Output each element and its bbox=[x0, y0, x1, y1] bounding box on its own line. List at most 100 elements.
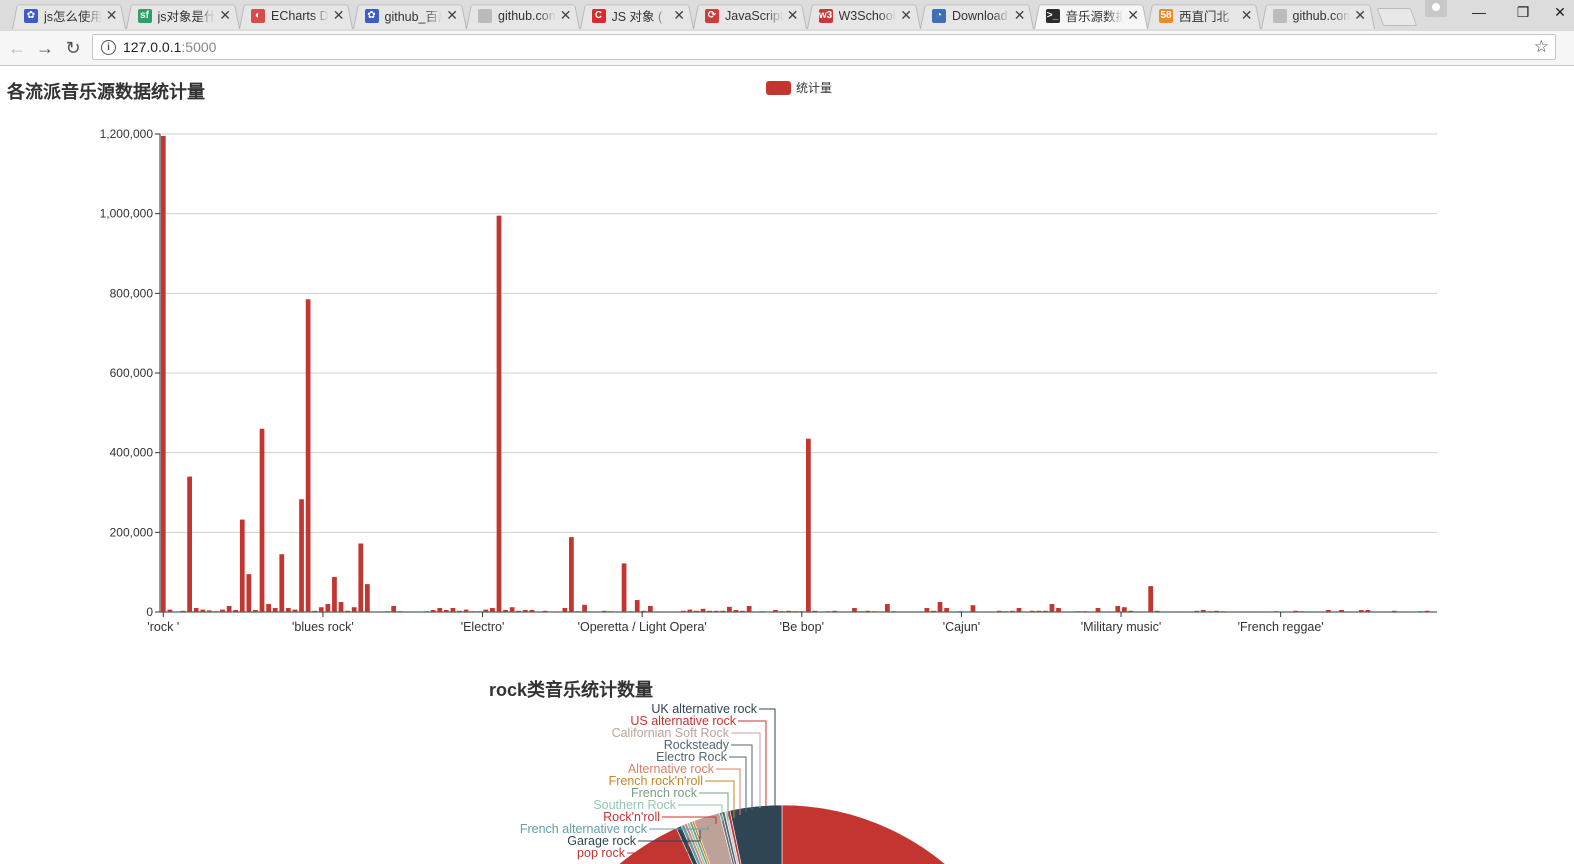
bar bbox=[707, 610, 713, 612]
bar bbox=[1036, 610, 1042, 612]
pie-label: pop rock bbox=[577, 846, 626, 860]
browser-tab[interactable]: C JS 对象 ( ✕ bbox=[580, 2, 694, 29]
minimize-button[interactable]: — bbox=[1472, 4, 1486, 20]
bar bbox=[720, 610, 726, 612]
tab-title: github.com bbox=[498, 8, 556, 23]
bar-chart-title: 各流派音乐源数据统计量 bbox=[7, 82, 205, 102]
restore-button[interactable]: ❐ bbox=[1516, 4, 1530, 20]
pie-label-line bbox=[638, 830, 701, 842]
browser-tab[interactable]: w3 W3School ✕ bbox=[807, 2, 921, 29]
browser-tab[interactable]: github.com ✕ bbox=[1261, 2, 1375, 29]
bar bbox=[799, 611, 805, 612]
browser-tab[interactable]: ✿ js怎么使用 ✕ bbox=[12, 2, 126, 29]
pie-label: US alternative rock bbox=[630, 714, 736, 728]
bar bbox=[601, 610, 607, 612]
bar bbox=[621, 563, 627, 612]
pie-label-line bbox=[759, 708, 776, 806]
profile-button[interactable] bbox=[1425, 0, 1447, 17]
back-button[interactable]: ← bbox=[8, 38, 26, 58]
bar bbox=[924, 608, 930, 612]
bar bbox=[351, 607, 357, 612]
forward-button[interactable]: → bbox=[36, 38, 54, 58]
bar bbox=[884, 604, 890, 612]
browser-tab[interactable]: 58 西直门北 ✕ bbox=[1147, 2, 1261, 29]
csdn-icon: C bbox=[591, 8, 606, 23]
address-bar[interactable]: i 127.0.0.1:5000 ☆ bbox=[92, 34, 1556, 60]
bar bbox=[759, 611, 765, 612]
bar-chart-legend[interactable]: 统计量 bbox=[766, 79, 832, 96]
x-tick-label: 'Military music' bbox=[1081, 620, 1161, 634]
tab-close-icon[interactable]: ✕ bbox=[105, 7, 118, 23]
tab-close-icon[interactable]: ✕ bbox=[219, 7, 231, 23]
bar bbox=[1418, 611, 1423, 612]
bar bbox=[1207, 611, 1213, 612]
tab-close-icon[interactable]: ✕ bbox=[673, 7, 685, 23]
bar bbox=[582, 604, 587, 612]
tab-close-icon[interactable]: ✕ bbox=[1354, 7, 1366, 23]
bar bbox=[806, 438, 811, 612]
tab-title: JS 对象 ( bbox=[611, 10, 663, 24]
tab-close-icon[interactable]: ✕ bbox=[900, 7, 912, 23]
tab-close-icon[interactable]: ✕ bbox=[1013, 7, 1026, 23]
pie-label-line bbox=[627, 838, 689, 854]
pie-label-line bbox=[729, 756, 747, 812]
bar bbox=[384, 611, 390, 612]
browser-tab[interactable]: >_ 音乐源数据 ✕ bbox=[1034, 2, 1148, 29]
reload-button[interactable]: ↻ bbox=[65, 38, 81, 58]
bar bbox=[1029, 610, 1035, 612]
pie-label-line bbox=[731, 732, 761, 808]
bar bbox=[1115, 606, 1121, 612]
bar bbox=[272, 608, 278, 612]
bar bbox=[299, 499, 304, 612]
url-port: :5000 bbox=[181, 39, 217, 55]
browser-tab-strip: ✿js怎么使用✕sfjs对象是什么✕◐ECharts Demo✕✿github_… bbox=[0, 0, 1574, 31]
bar bbox=[463, 609, 469, 612]
browser-tab[interactable]: github.com ✕ bbox=[466, 2, 580, 29]
bar bbox=[187, 476, 192, 612]
bar bbox=[825, 611, 831, 612]
tab-close-icon[interactable]: ✕ bbox=[559, 7, 572, 23]
download-site-icon: ◔ bbox=[932, 8, 946, 23]
browser-tab[interactable]: ◐ ECharts Demo✕ bbox=[239, 2, 353, 29]
58-icon: 58 bbox=[1159, 8, 1173, 23]
bookmark-star-icon[interactable]: ☆ bbox=[1533, 37, 1549, 56]
bar bbox=[522, 610, 528, 612]
browser-toolbar: ← → ↻ i 127.0.0.1:5000 ☆ bbox=[0, 31, 1574, 66]
bar bbox=[338, 602, 344, 612]
bar bbox=[996, 610, 1002, 612]
window-close-button[interactable]: ✕ bbox=[1554, 4, 1566, 20]
tab-close-icon[interactable]: ✕ bbox=[786, 7, 799, 23]
site-info-icon[interactable]: i bbox=[101, 40, 116, 55]
x-tick-label: 'Electro' bbox=[461, 620, 505, 634]
tab-close-icon[interactable]: ✕ bbox=[446, 7, 458, 23]
bar bbox=[858, 611, 864, 612]
bar bbox=[239, 519, 245, 612]
url-text[interactable]: 127.0.0.1:5000 bbox=[123, 39, 216, 55]
browser-tab[interactable]: ⟳ JavaScript ✕ bbox=[693, 2, 807, 29]
tab-close-icon[interactable]: ✕ bbox=[332, 7, 345, 23]
bar bbox=[746, 606, 752, 612]
pie-slice bbox=[729, 804, 783, 864]
bar bbox=[852, 608, 857, 612]
pie-label-line bbox=[649, 826, 709, 830]
tab-title: JavaScript bbox=[725, 8, 783, 23]
browser-tab[interactable]: ✿ github_百度✕ bbox=[353, 2, 467, 29]
bar bbox=[740, 610, 745, 612]
browser-tab[interactable]: ◔ Download ✕ bbox=[920, 2, 1034, 29]
bar bbox=[180, 610, 186, 612]
bar bbox=[1365, 610, 1371, 612]
x-tick-label: 'rock ' bbox=[147, 620, 179, 634]
bar bbox=[792, 611, 798, 612]
tab-close-icon[interactable]: ✕ bbox=[1127, 7, 1139, 23]
baidu-paw-icon: ✿ bbox=[364, 8, 379, 23]
url-host: 127.0.0.1 bbox=[123, 39, 182, 55]
bar bbox=[1082, 611, 1088, 612]
bar bbox=[443, 610, 449, 612]
bar bbox=[1042, 610, 1048, 612]
tab-close-icon[interactable]: ✕ bbox=[1240, 7, 1253, 23]
x-tick-label: 'Cajun' bbox=[943, 620, 980, 634]
bar bbox=[641, 610, 647, 612]
browser-tab[interactable]: sf js对象是什么✕ bbox=[126, 2, 240, 29]
bar bbox=[1339, 610, 1344, 612]
pie-label-line bbox=[738, 720, 767, 806]
